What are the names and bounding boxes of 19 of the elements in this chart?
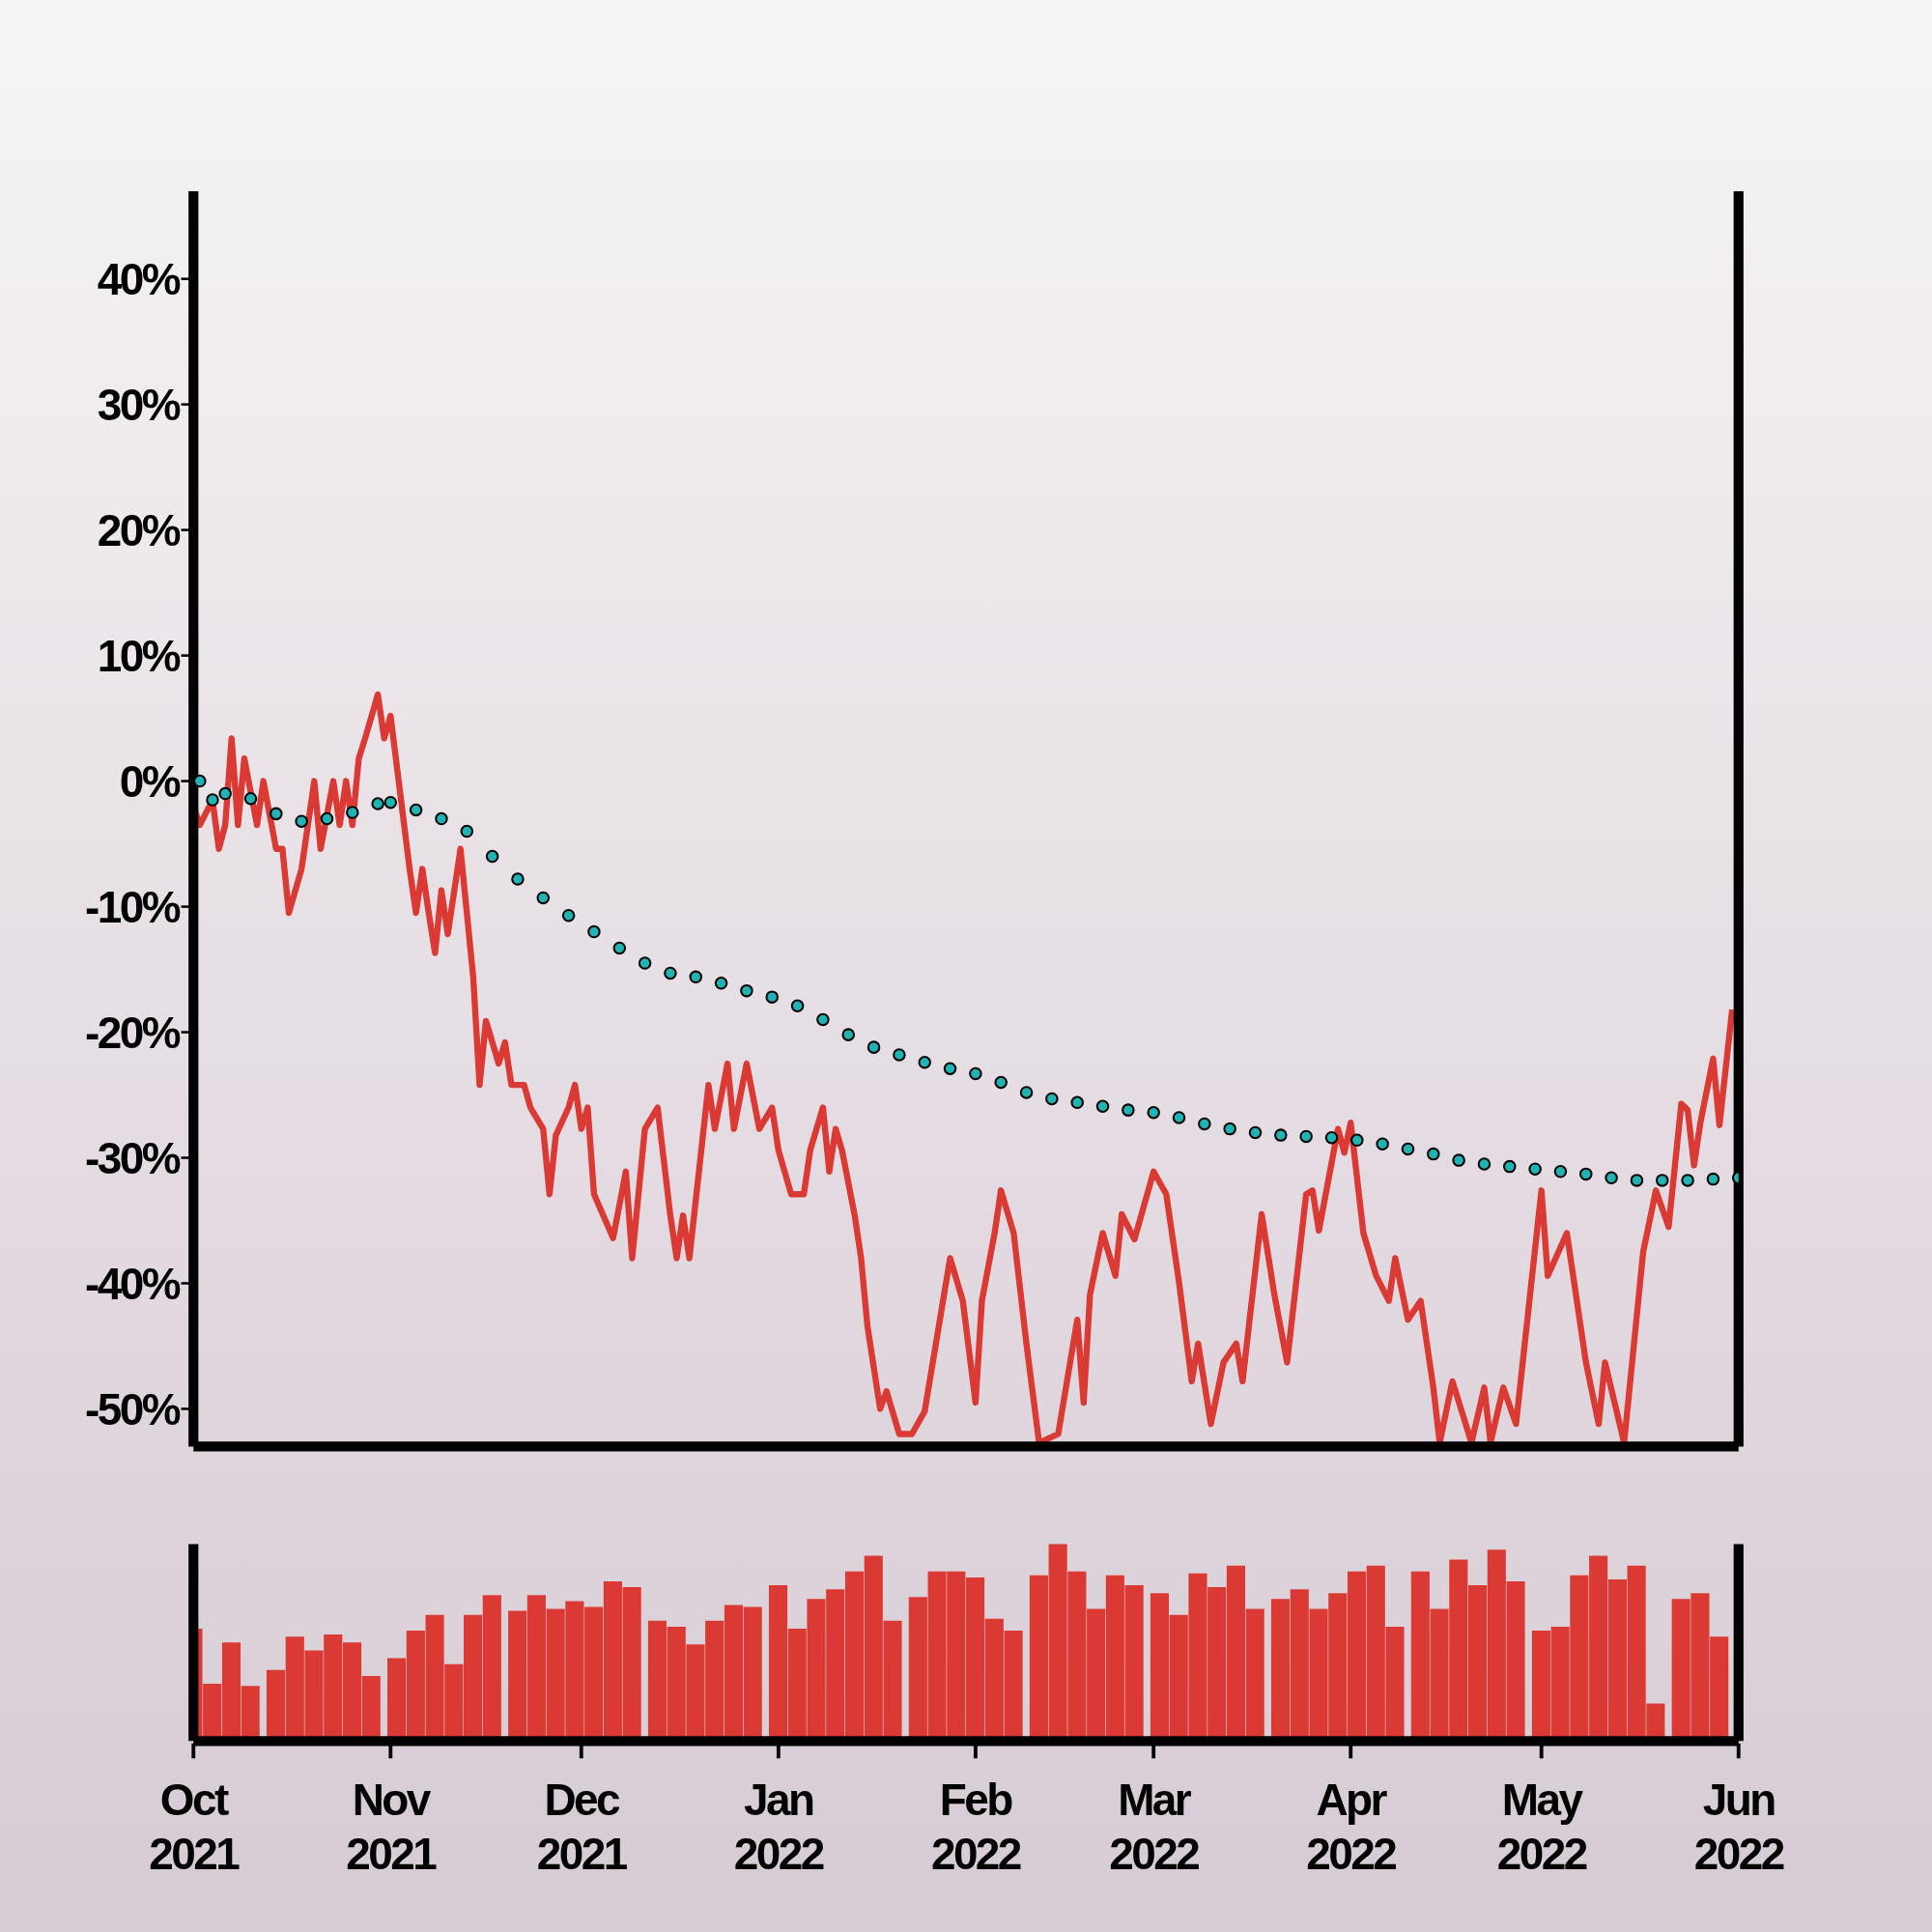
y-tick-label: -50% [84,1383,181,1435]
y-tick-label: -40% [84,1258,181,1309]
x-tick-label: Dec 2021 [536,1774,628,1879]
x-tick-label: May 2022 [1496,1774,1587,1879]
x-tick-label: Jun 2022 [1693,1774,1784,1879]
x-tick-label: Apr 2022 [1306,1774,1397,1879]
y-tick-label: -10% [84,881,181,932]
y-tick-label: 30% [97,379,181,430]
x-tick-label: Jan 2022 [733,1774,824,1879]
x-tick-label: Nov 2021 [346,1774,438,1879]
x-tick-label: Oct 2021 [149,1774,241,1879]
y-tick-label: -20% [84,1007,181,1058]
x-tick-label: Feb 2022 [930,1774,1021,1879]
y-tick-label: 20% [97,504,181,555]
y-tick-label: 40% [97,253,181,304]
x-tick-label: Mar 2022 [1109,1774,1200,1879]
y-tick-label: 0% [119,755,181,807]
y-tick-label: 10% [97,630,181,681]
y-tick-label: -30% [84,1132,181,1183]
